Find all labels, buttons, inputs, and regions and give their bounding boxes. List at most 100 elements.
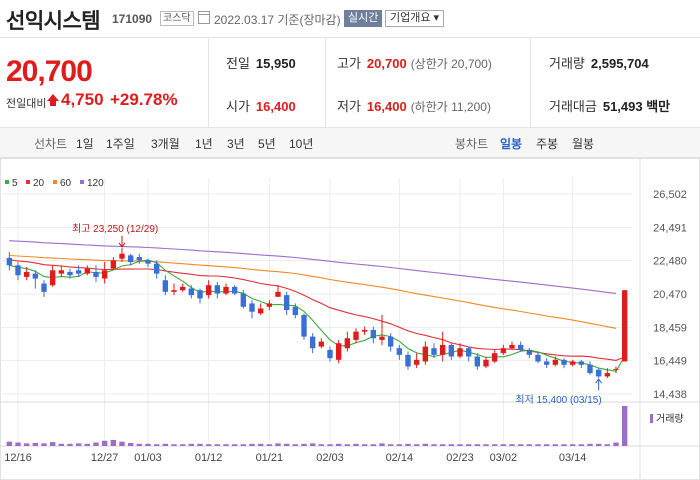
candle-body [370, 329, 377, 339]
candle-body [500, 348, 507, 354]
candle-body [136, 257, 143, 261]
candle-body [474, 356, 481, 367]
volume-bar [6, 441, 13, 446]
y-tick-label: 14,438 [653, 389, 687, 401]
stock-name: 선익시스템 [6, 10, 101, 33]
candlestick-chart[interactable]: 5 20 60 120 26,502 24,491 22,480 20,470 18,459 16… [0, 158, 700, 480]
volume-bar [413, 444, 420, 446]
candle-body [604, 373, 611, 377]
candle-body [240, 293, 247, 307]
candle-body [448, 344, 455, 357]
volume-bar [422, 443, 429, 446]
volume-bar [49, 442, 56, 446]
candle-body [595, 369, 602, 377]
candle-body [162, 280, 169, 292]
volume-bar [621, 406, 628, 446]
candle-body [223, 286, 229, 294]
volume-bar [275, 443, 281, 446]
candle-body [49, 270, 56, 286]
legend-swatch [26, 180, 30, 184]
realtime-button[interactable]: 실시간 [344, 10, 383, 27]
volume-bar [119, 441, 125, 446]
legend-label: 60 [60, 178, 72, 189]
low-stat: 저가 16,400 (하한가 11,200) [337, 99, 491, 114]
low-annotation: 최저 15,400 (03/15) [515, 394, 601, 406]
volume-bar [517, 444, 524, 446]
company-overview-dropdown[interactable]: 기업개요 ▾ [385, 10, 445, 27]
candle-body [93, 271, 99, 277]
y-tick-label: 26,502 [653, 189, 687, 201]
tab-line-1w[interactable]: 1주일 [106, 137, 135, 151]
volume-bar [93, 442, 99, 446]
volume-bar [370, 444, 377, 446]
current-price: 20,700 [6, 55, 93, 88]
volume-bar [613, 442, 619, 446]
volume-bar [67, 443, 73, 446]
volume-bar [145, 443, 151, 446]
candle-body [153, 263, 160, 274]
volume-bar [223, 444, 229, 446]
volume-bar [136, 443, 143, 446]
tab-line-1y[interactable]: 1년 [195, 137, 213, 151]
tab-line-1d[interactable]: 1일 [76, 137, 94, 151]
market-badge: 코스닥 [160, 11, 194, 26]
volume-bar [162, 443, 169, 446]
volume-bar [405, 443, 411, 446]
tab-line-3y[interactable]: 3년 [227, 137, 245, 151]
candle-body [361, 329, 368, 332]
x-tick-label: 02/03 [316, 452, 344, 464]
candle-body [457, 348, 463, 357]
volume-bar [604, 444, 611, 446]
volume-bar [561, 444, 567, 446]
volume-bar [171, 444, 177, 446]
tab-line-3m[interactable]: 3개월 [151, 137, 180, 151]
candle-body [335, 343, 342, 360]
candle-body [41, 283, 47, 292]
candle-body [231, 286, 238, 294]
y-tick-label: 16,449 [653, 356, 687, 368]
low-arrow-head [595, 378, 603, 384]
legend-swatch [5, 180, 9, 184]
volume-bar [15, 442, 21, 446]
volume-bar [595, 443, 602, 446]
candle-body [6, 257, 13, 266]
x-tick-label: 12/16 [4, 452, 32, 464]
volume-bar [396, 444, 403, 446]
candle-body [257, 308, 264, 314]
candle-body [526, 349, 533, 355]
tab-line-5y[interactable]: 5년 [258, 137, 276, 151]
stock-header: 선익시스템 171090 코스닥 2022.03.17 기준(장마감) 실시간 … [0, 0, 700, 38]
change-value: 4,750 [61, 90, 104, 109]
calendar-icon [198, 11, 210, 24]
candle-body [179, 286, 186, 291]
candle-body [431, 348, 437, 355]
volume-bar [266, 444, 273, 446]
tab-line-10y[interactable]: 10년 [289, 137, 314, 151]
x-tick-label: 02/14 [386, 452, 414, 464]
divider [325, 38, 326, 128]
volume-bar [431, 444, 437, 446]
candle-body [561, 359, 567, 365]
tab-candle-daily[interactable]: 일봉 [500, 137, 523, 151]
tab-candle-monthly[interactable]: 월봉 [572, 137, 595, 151]
volume-bar [344, 444, 351, 446]
volume-bar [240, 444, 247, 446]
tab-candle-weekly[interactable]: 주봉 [536, 137, 559, 151]
up-arrow-icon [47, 94, 59, 106]
x-tick-label: 01/03 [134, 452, 162, 464]
volume-bar [552, 444, 559, 446]
x-tick-label: 01/12 [195, 452, 223, 464]
candle-body [318, 341, 325, 347]
chart-frame [0, 158, 700, 480]
volume-bar [474, 444, 481, 446]
volume-bar [179, 444, 186, 446]
volume-bar [84, 443, 91, 446]
candle-body [552, 359, 559, 365]
x-tick-label: 02/23 [446, 452, 474, 464]
divider [530, 38, 531, 128]
volume-bar [379, 443, 385, 446]
volume-bar [301, 443, 307, 446]
y-tick-label: 18,459 [653, 322, 687, 334]
volume-bar [41, 443, 47, 446]
y-tick-label: 20,470 [653, 289, 687, 301]
